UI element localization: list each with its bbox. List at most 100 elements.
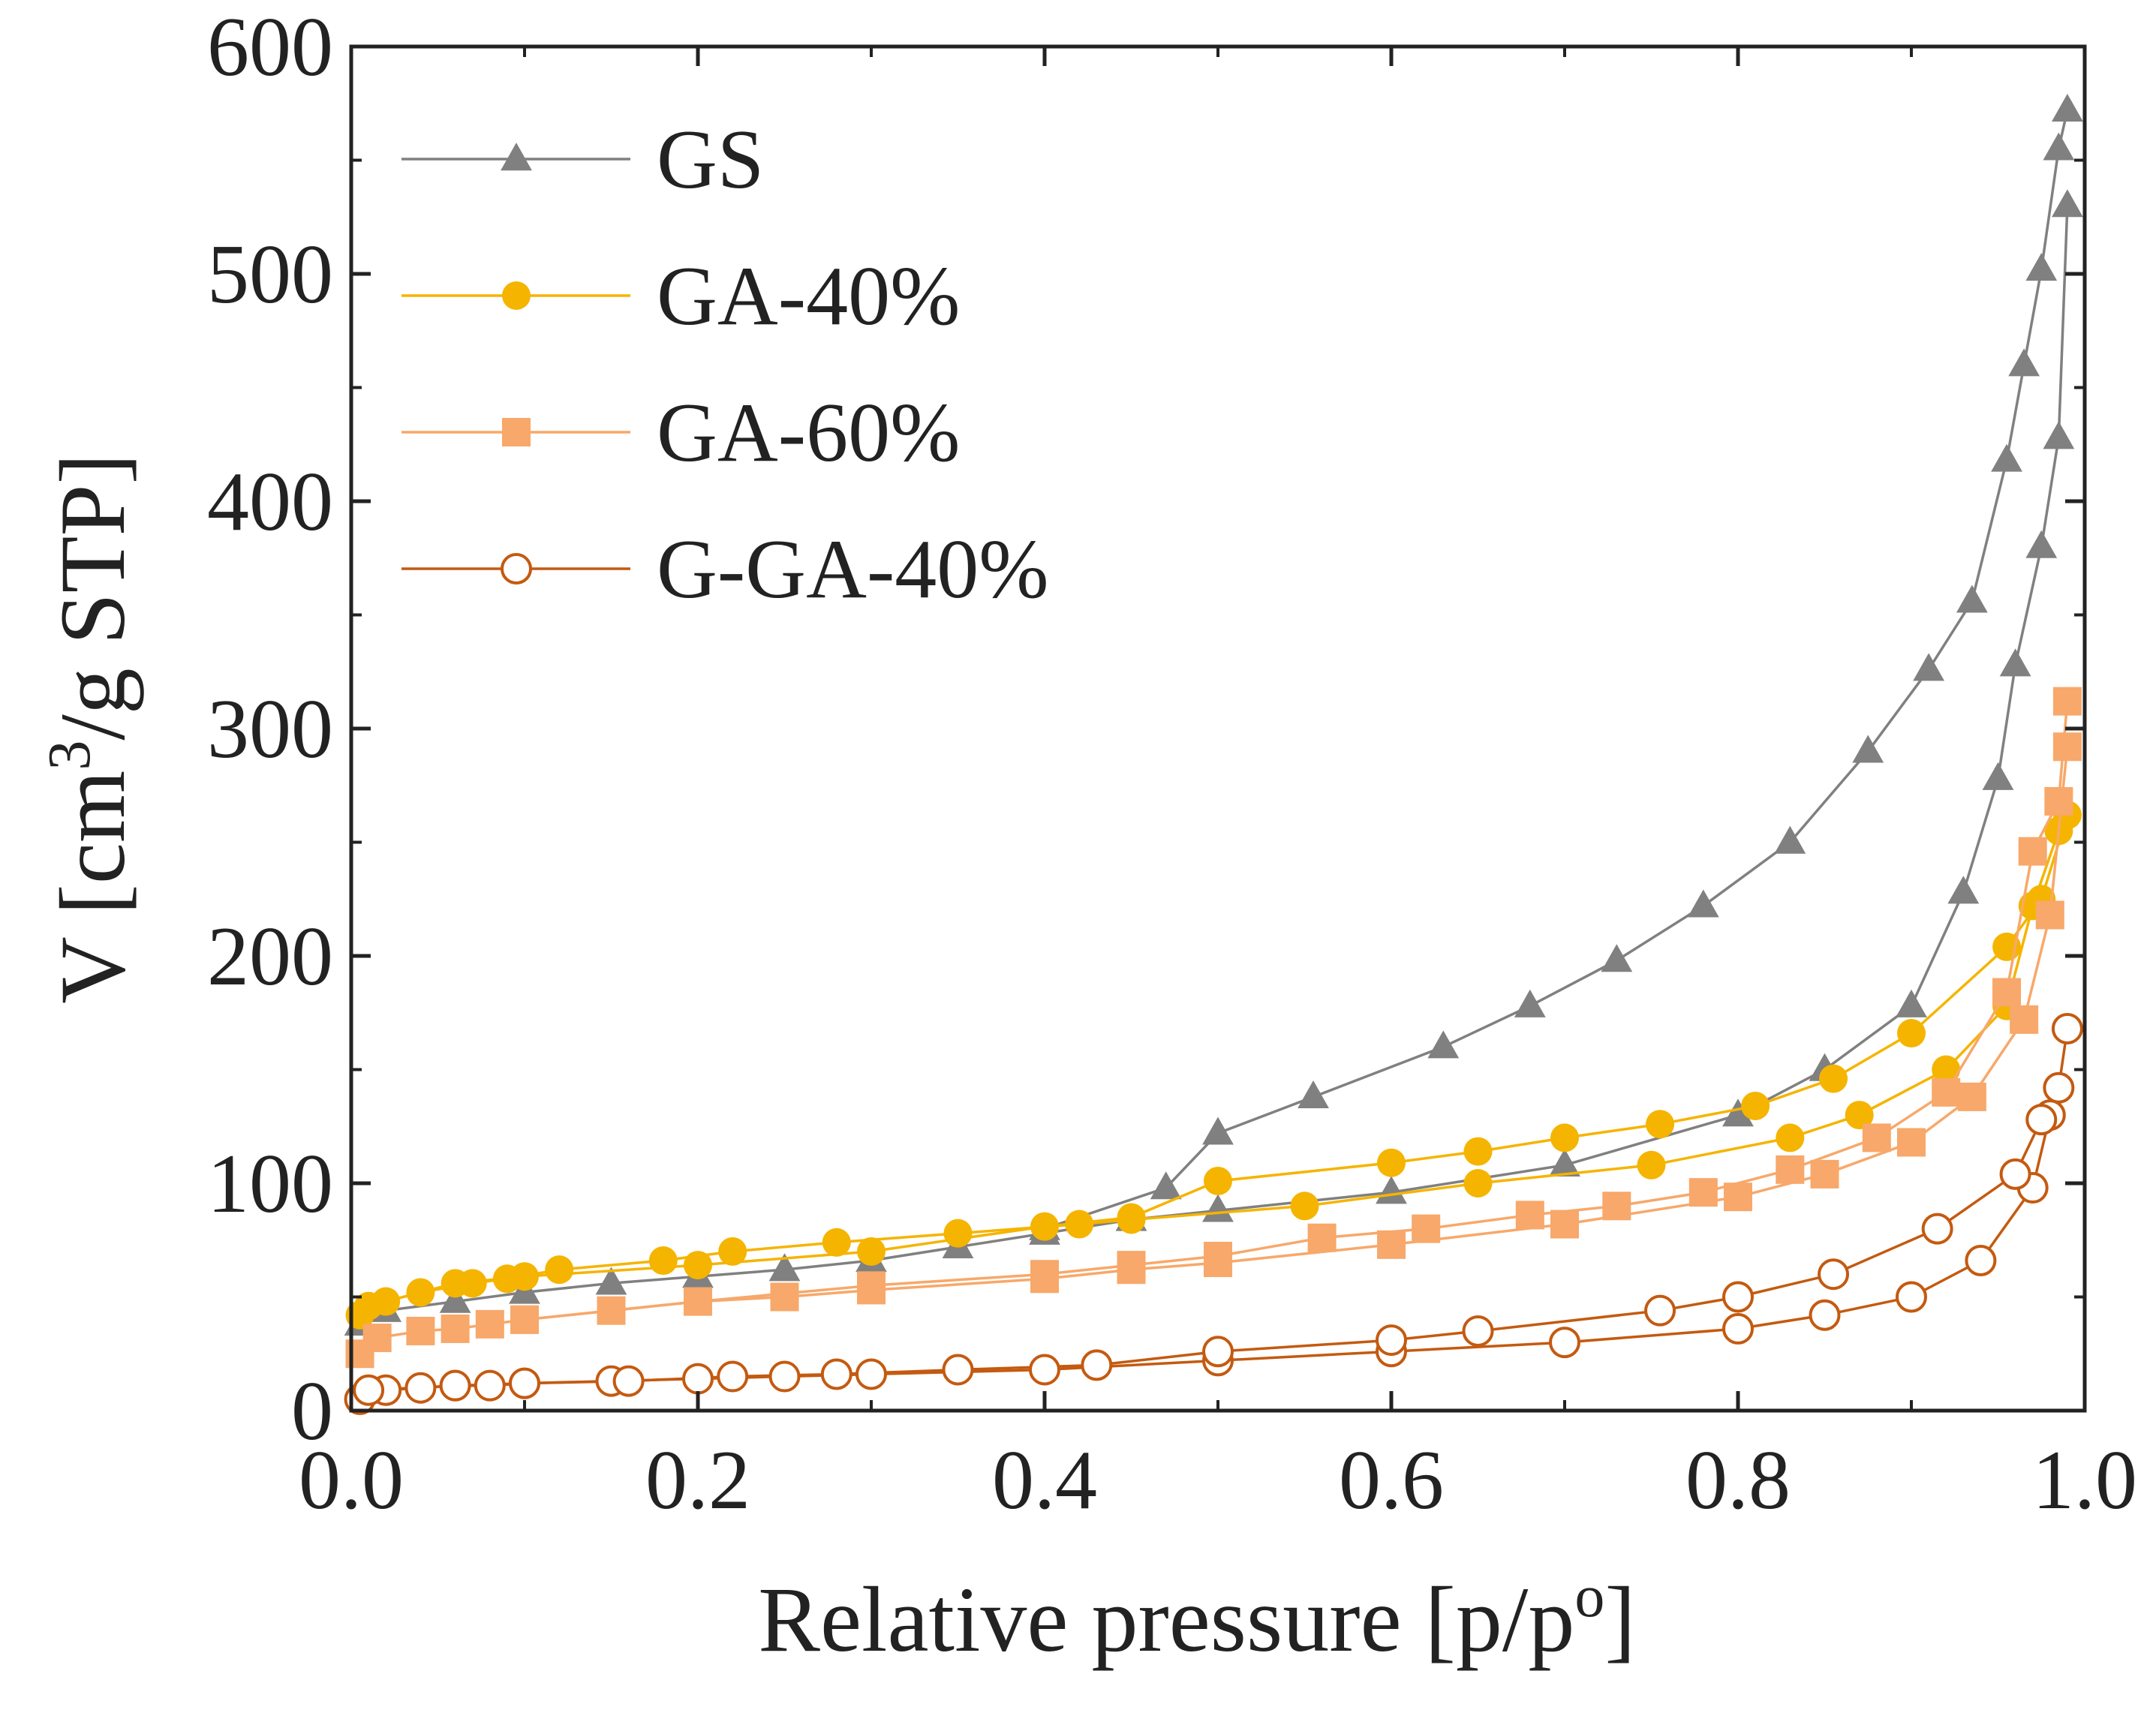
legend-marker	[501, 143, 532, 171]
data-point-gs	[768, 1253, 801, 1282]
data-point-gs	[595, 1267, 627, 1295]
data-point-g-ga-40pct	[2043, 1071, 2075, 1104]
data-point-g-ga-40pct	[1029, 1354, 1060, 1386]
data-point-ga-60pct	[684, 1287, 712, 1316]
data-point-ga-60pct	[2044, 786, 2073, 816]
data-point-gs	[1852, 735, 1884, 763]
data-point-gs	[1514, 989, 1546, 1017]
data-point-ga-40pct	[1897, 1019, 1926, 1048]
series-ga-60pct	[345, 687, 2082, 1369]
data-point-ga-40pct	[943, 1219, 973, 1248]
data-point-gs	[1896, 989, 1927, 1017]
data-point-g-ga-40pct	[353, 1374, 385, 1406]
data-point-ga-60pct	[1204, 1241, 1232, 1270]
data-point-ga-60pct	[1030, 1260, 1059, 1289]
data-point-ga-40pct	[1065, 1210, 1094, 1239]
data-point-ga-40pct	[1646, 1110, 1675, 1139]
data-point-ga-40pct	[822, 1228, 851, 1257]
data-point-gs	[2025, 530, 2058, 558]
data-point-gs	[439, 1285, 471, 1313]
data-point-g-ga-40pct	[1202, 1336, 1234, 1368]
series-gs	[344, 93, 2083, 1336]
data-point-gs	[2043, 132, 2075, 161]
data-point-ga-40pct	[545, 1255, 574, 1285]
legend-marker	[502, 418, 531, 446]
data-point-ga-40pct	[718, 1237, 747, 1266]
data-point-g-ga-40pct	[768, 1360, 801, 1393]
data-point-ga-60pct	[362, 1324, 392, 1353]
data-point-ga-40pct	[1204, 1166, 1232, 1195]
data-point-ga-40pct	[1776, 1123, 1805, 1153]
data-point-ga-60pct	[1776, 1155, 1805, 1184]
data-point-ga-40pct	[684, 1251, 712, 1280]
data-point-gs	[1913, 653, 1944, 681]
data-point-gs	[2043, 421, 2075, 449]
series-line-ga-60pct-adsorption	[359, 747, 2069, 1355]
data-point-g-ga-40pct	[404, 1372, 437, 1404]
data-point-gs	[1150, 1171, 1182, 1200]
data-point-ga-40pct	[857, 1237, 886, 1266]
data-point-g-ga-40pct	[439, 1369, 471, 1402]
data-point-ga-40pct	[648, 1246, 678, 1276]
legend-item-g-ga-40pct: G-GA-40%	[401, 523, 1049, 616]
data-point-g-ga-40pct	[1896, 1281, 1927, 1313]
data-point-ga-40pct	[1819, 1064, 1848, 1093]
data-point-g-ga-40pct	[2051, 1012, 2083, 1044]
data-point-g-ga-40pct	[612, 1365, 645, 1397]
data-point-g-ga-40pct	[1722, 1312, 1754, 1345]
x-tick-label: 0.4	[992, 1434, 1097, 1527]
data-point-ga-60pct	[1724, 1183, 1752, 1212]
data-point-gs	[1298, 1080, 1329, 1109]
legend-label: G-GA-40%	[657, 523, 1049, 616]
y-axis-title: V [cm3/g STP]	[37, 453, 144, 1004]
data-point-ga-40pct	[510, 1262, 539, 1291]
legend-label: GS	[657, 113, 764, 206]
data-point-gs	[1956, 585, 1988, 613]
series-ga-40pct	[345, 801, 2082, 1330]
data-point-gs	[2008, 348, 2040, 377]
data-point-ga-60pct	[2052, 687, 2082, 716]
data-point-gs	[1947, 876, 1980, 904]
data-point-ga-40pct	[1117, 1203, 1146, 1232]
legend-item-ga-60pct: GA-60%	[401, 386, 960, 479]
data-point-ga-60pct	[2018, 837, 2047, 866]
data-point-ga-40pct	[1290, 1192, 1319, 1221]
data-point-ga-60pct	[2052, 732, 2082, 762]
data-point-ga-40pct	[406, 1278, 435, 1307]
series-line-ga-60pct-desorption	[524, 701, 2069, 1321]
data-point-g-ga-40pct	[1644, 1294, 1676, 1327]
data-point-ga-60pct	[1688, 1178, 1718, 1207]
data-point-g-ga-40pct	[1376, 1324, 1407, 1357]
data-point-ga-40pct	[441, 1269, 470, 1298]
y-tick-label: 300	[207, 683, 333, 776]
data-point-ga-60pct	[1515, 1201, 1544, 1230]
data-point-ga-60pct	[1862, 1123, 1891, 1153]
data-point-gs	[1774, 825, 1806, 854]
data-point-g-ga-40pct	[1818, 1258, 1850, 1291]
data-point-gs	[1202, 1194, 1234, 1222]
y-tick-label: 200	[207, 910, 333, 1003]
legend-marker	[502, 281, 531, 310]
data-point-ga-60pct	[770, 1282, 799, 1312]
series-line-gs-desorption	[1044, 110, 2069, 1231]
data-point-gs	[2025, 253, 2058, 281]
data-point-g-ga-40pct	[855, 1358, 887, 1390]
x-axis-title: Relative pressure [p/po]	[758, 1564, 1635, 1671]
data-point-g-ga-40pct	[1809, 1299, 1841, 1331]
data-point-ga-40pct	[1845, 1101, 1874, 1130]
data-point-ga-60pct	[1117, 1251, 1146, 1280]
data-point-ga-60pct	[1957, 1082, 1986, 1111]
y-tick-label: 400	[207, 455, 333, 548]
data-point-ga-60pct	[857, 1271, 886, 1300]
data-point-ga-60pct	[2010, 1005, 2039, 1034]
data-point-ga-60pct	[1992, 978, 2022, 1007]
data-point-gs	[1991, 443, 2022, 472]
data-point-gs	[1982, 762, 2014, 790]
data-layer	[344, 93, 2083, 1415]
data-point-ga-60pct	[1897, 1128, 1926, 1157]
data-point-g-ga-40pct	[1081, 1349, 1113, 1381]
data-point-gs	[1687, 889, 1719, 918]
series-line-gs-adsorption	[359, 206, 2069, 1326]
data-point-ga-40pct	[354, 1291, 383, 1321]
data-point-gs	[2052, 93, 2083, 122]
